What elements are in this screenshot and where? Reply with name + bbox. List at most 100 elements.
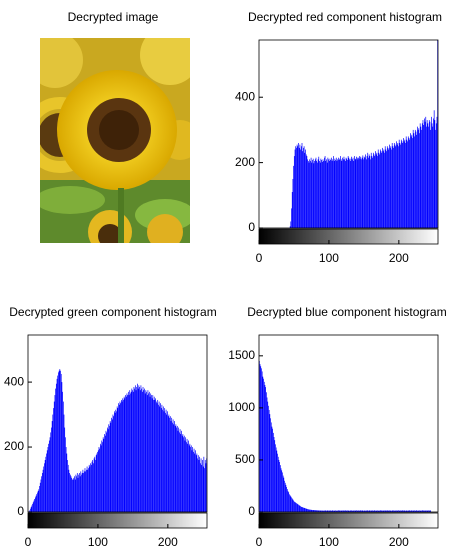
histogram-bar [74,476,75,512]
histogram-bar [428,127,429,228]
histogram-bar [337,161,338,228]
histogram-bar [412,138,413,228]
histogram-bar [316,158,317,228]
histogram-bar [55,389,56,512]
histogram-bar [383,150,384,228]
histogram-bar [300,150,301,228]
histogram-bar [334,161,335,228]
histogram-bar [194,454,195,512]
histogram-bar [351,157,352,228]
histogram-bar [169,415,170,512]
histogram-bar [128,392,129,512]
histogram-bar [136,390,137,512]
histogram-bar [309,159,310,228]
histogram-bar [130,393,131,512]
histogram-bar [124,397,125,512]
histogram-bar [191,445,192,512]
histogram-bar [134,389,135,512]
histogram-bar [143,390,144,512]
histogram-bar [300,506,301,512]
histogram-bar [157,403,158,512]
histogram-bar [434,110,435,228]
histogram-bar [363,159,364,228]
histogram-bar [145,390,146,512]
histogram-bar [94,457,95,512]
histogram-bar [319,161,320,228]
histogram-bar [360,157,361,228]
histogram-bar [304,508,305,512]
histogram-bar [364,157,365,228]
histogram-bar [103,437,104,512]
histogram-bar [348,156,349,228]
histogram-bar [418,130,419,228]
histogram-bar [63,402,64,512]
histogram-bar [304,153,305,228]
histogram-bar [156,402,157,512]
histogram-bar [179,432,180,512]
histogram-bar [401,140,402,228]
histogram-bar [307,509,308,512]
histogram-bar [293,179,294,228]
histogram-bar [416,135,417,228]
histogram-bar [358,158,359,228]
histogram-bar [158,405,159,512]
histogram-bar [268,406,269,512]
histogram-bar [346,158,347,228]
histogram-bar [202,460,203,512]
histogram-bar [69,473,70,512]
histogram-bar [288,492,289,512]
histogram-bar [430,130,431,228]
histogram-bar [157,400,158,512]
histogram-bar [306,154,307,228]
histogram-bar [283,476,284,512]
histogram-bar [306,509,307,512]
histogram-bar [53,408,54,512]
histogram-bar [82,473,83,512]
histogram-bar [302,143,303,228]
histogram-bar [54,402,55,512]
histogram-bar [48,444,49,512]
histogram-bar [192,447,193,512]
histogram-bar [286,487,287,512]
histogram-bar [297,504,298,512]
histogram-bar [339,160,340,228]
y-tick-label: 1500 [228,348,255,362]
histogram-bar [32,504,33,512]
histogram-bar [89,465,90,512]
histogram-bar [117,406,118,512]
histogram-bar [86,470,87,512]
histogram-bar [321,159,322,228]
x-tick-label: 0 [256,251,263,265]
histogram-bar [344,159,345,228]
histogram-bar [414,133,415,228]
histogram-bar [60,371,61,512]
histogram-bar [300,145,301,228]
histogram-bar [311,158,312,228]
histogram-bar [200,463,201,512]
histogram-bar [41,476,42,512]
histogram-bar [302,507,303,512]
histogram-bar [201,458,202,512]
histogram-bar [323,161,324,228]
histogram-bar [414,136,415,228]
histogram-bar [175,426,176,512]
histogram-bar [193,452,194,512]
histogram-bar [426,127,427,228]
histogram-bar [424,118,425,228]
histogram-bar [134,387,135,512]
histogram-bar [81,475,82,512]
histogram-bar [261,368,262,512]
histogram-bar [50,432,51,512]
histogram-bar [126,397,127,512]
histogram-bar [390,148,391,228]
histogram-bar [303,508,304,512]
histogram-bar [35,497,36,512]
histogram-bar [298,505,299,512]
histogram-bar [293,166,294,228]
histogram-bar [428,123,429,228]
histogram-bar [402,141,403,228]
histogram-bar [388,150,389,228]
histogram-bar [435,120,436,228]
histogram-bar [76,476,77,512]
histogram-bar [204,457,205,512]
